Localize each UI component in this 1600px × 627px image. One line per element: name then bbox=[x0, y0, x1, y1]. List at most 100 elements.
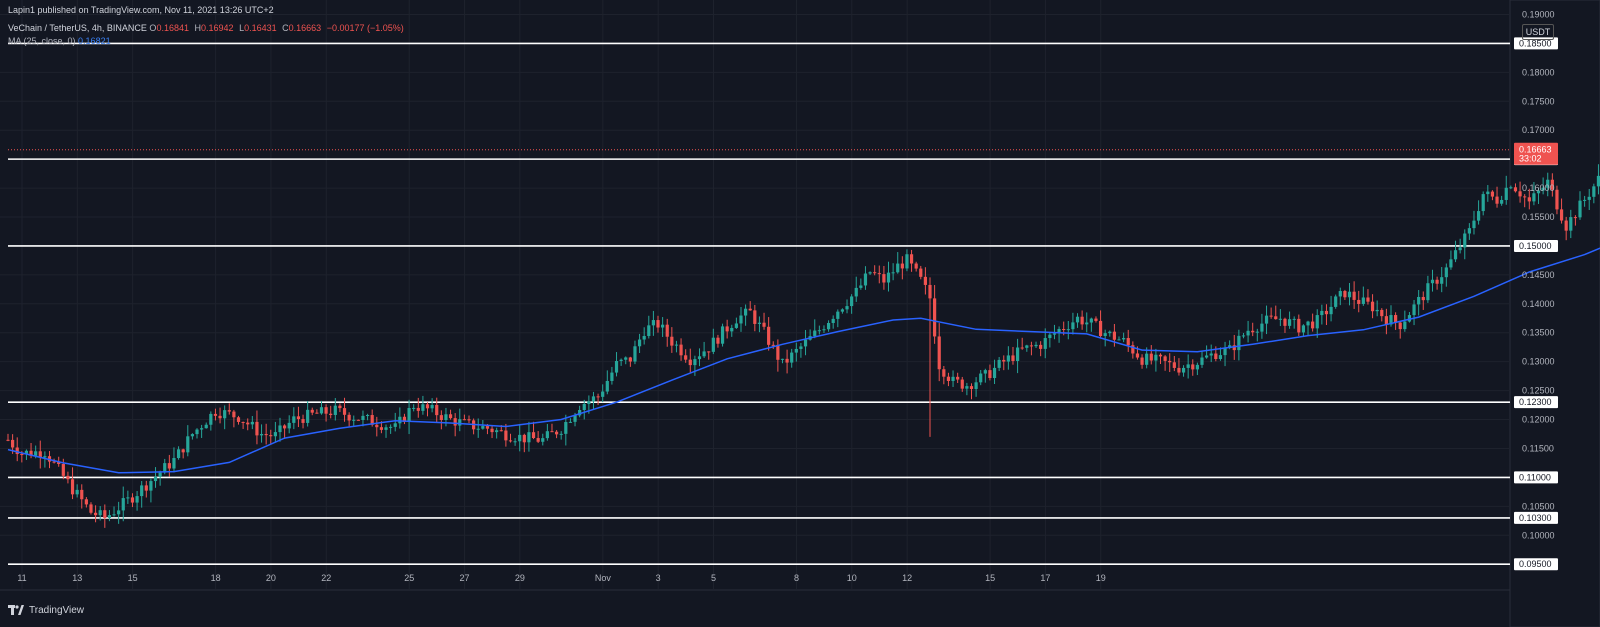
candle-body bbox=[1232, 345, 1236, 351]
candle-body bbox=[1476, 211, 1481, 221]
candle-body bbox=[393, 423, 397, 427]
x-tick-label: 10 bbox=[847, 573, 857, 583]
candle-body bbox=[1168, 360, 1172, 363]
candle-body bbox=[190, 434, 194, 437]
candle-body bbox=[550, 431, 554, 433]
candle-body bbox=[610, 372, 614, 381]
tradingview-footer[interactable]: TradingView bbox=[8, 604, 84, 616]
candle-body bbox=[1486, 191, 1490, 195]
candle-body bbox=[172, 458, 176, 469]
candle-body bbox=[476, 428, 480, 430]
candle-body bbox=[545, 431, 549, 439]
time-axis[interactable]: 11 13 15 18 20 22 25 27 29 Nov 3 5 8 10 12 15 17 19 bbox=[17, 573, 1105, 583]
candle-body bbox=[587, 401, 591, 405]
candle-body bbox=[1177, 367, 1181, 373]
candle-body bbox=[988, 370, 992, 379]
candle-body bbox=[301, 419, 305, 423]
candle-body bbox=[1039, 344, 1043, 349]
candle-body bbox=[361, 415, 365, 420]
candle-body bbox=[1403, 321, 1407, 330]
candle-body bbox=[702, 351, 706, 357]
candle-body bbox=[1043, 338, 1047, 349]
candle-body bbox=[89, 504, 93, 513]
candle-body bbox=[1154, 354, 1158, 361]
candle-body bbox=[1011, 355, 1015, 362]
candle-body bbox=[651, 320, 655, 326]
candle-body bbox=[1536, 190, 1541, 194]
candle-body bbox=[1131, 345, 1135, 354]
y-tick-label: 0.15500 bbox=[1522, 212, 1555, 222]
candle-body bbox=[1592, 186, 1596, 197]
close-value: 0.16663 bbox=[288, 23, 322, 33]
candle-body bbox=[236, 417, 241, 422]
candle-body bbox=[278, 425, 282, 433]
candle-body bbox=[877, 273, 881, 275]
candle-body bbox=[1495, 196, 1499, 204]
x-tick-label: 15 bbox=[985, 573, 995, 583]
candle-body bbox=[933, 298, 937, 337]
candle-body bbox=[153, 476, 158, 482]
symbol-title[interactable]: VeChain / TetherUS, 4h, BINANCE bbox=[8, 23, 147, 33]
candle-body bbox=[1449, 259, 1453, 268]
candle-body bbox=[1172, 362, 1176, 368]
candle-body bbox=[338, 405, 342, 409]
candle-body bbox=[914, 263, 918, 269]
candle-body bbox=[379, 427, 384, 430]
candle-body bbox=[1440, 277, 1444, 284]
level-badge bbox=[1514, 471, 1558, 484]
candle-body bbox=[126, 497, 130, 499]
candle-body bbox=[20, 454, 24, 456]
level-badge bbox=[1514, 239, 1558, 252]
candle-body bbox=[785, 358, 789, 363]
candle-body bbox=[1241, 335, 1246, 337]
y-tick-label: 0.18000 bbox=[1522, 67, 1555, 77]
x-tick-label: 22 bbox=[321, 573, 331, 583]
candle-body bbox=[1186, 364, 1190, 368]
candle-body bbox=[1375, 309, 1379, 312]
open-label: O bbox=[149, 23, 157, 33]
candle-body bbox=[209, 413, 213, 425]
candle-body bbox=[218, 415, 222, 419]
candle-body bbox=[29, 450, 33, 456]
moving-average-line bbox=[7, 247, 1600, 474]
level-badge bbox=[1514, 37, 1558, 50]
candle-body bbox=[1002, 359, 1006, 362]
x-tick-label: 29 bbox=[515, 573, 525, 583]
candle-body bbox=[956, 376, 960, 380]
candle-body bbox=[1228, 345, 1232, 349]
candle-body bbox=[1085, 322, 1089, 325]
candle-body bbox=[1163, 356, 1167, 361]
price-axis[interactable]: 0.10000 0.10500 0.11500 0.12000 0.12500 0.130… bbox=[1522, 9, 1555, 540]
currency-badge[interactable]: USDT bbox=[1522, 24, 1554, 40]
candle-body bbox=[684, 355, 688, 360]
candle-body bbox=[315, 412, 319, 414]
x-tick-label: 5 bbox=[711, 573, 716, 583]
candle-body bbox=[167, 463, 171, 469]
candle-body bbox=[402, 416, 407, 422]
candle-body bbox=[665, 324, 669, 337]
candle-body bbox=[997, 359, 1001, 368]
candle-body bbox=[1297, 318, 1301, 333]
ma-label: MA (25, close, 0) bbox=[8, 36, 76, 46]
candle-body bbox=[1421, 296, 1425, 301]
candle-body bbox=[688, 359, 692, 366]
candle-body bbox=[794, 348, 798, 353]
y-tick-label: 0.13500 bbox=[1522, 328, 1555, 338]
y-tick-label: 0.14000 bbox=[1522, 299, 1555, 309]
bar-countdown: 33:02 bbox=[1519, 154, 1542, 164]
candle-body bbox=[1417, 296, 1421, 305]
candle-body bbox=[1200, 357, 1204, 365]
candle-body bbox=[1573, 217, 1577, 219]
ma-legend[interactable]: MA (25, close, 0) 0.16821 bbox=[8, 36, 111, 46]
candle-body bbox=[319, 407, 324, 414]
candle-body bbox=[1394, 315, 1398, 323]
candle-body bbox=[70, 479, 75, 495]
candle-body bbox=[1112, 331, 1116, 340]
support-resistance-levels bbox=[8, 42, 1510, 566]
candle-body bbox=[264, 434, 268, 436]
candle-body bbox=[158, 472, 162, 477]
low-value: 0.16431 bbox=[244, 23, 277, 33]
candle-body bbox=[269, 435, 273, 437]
